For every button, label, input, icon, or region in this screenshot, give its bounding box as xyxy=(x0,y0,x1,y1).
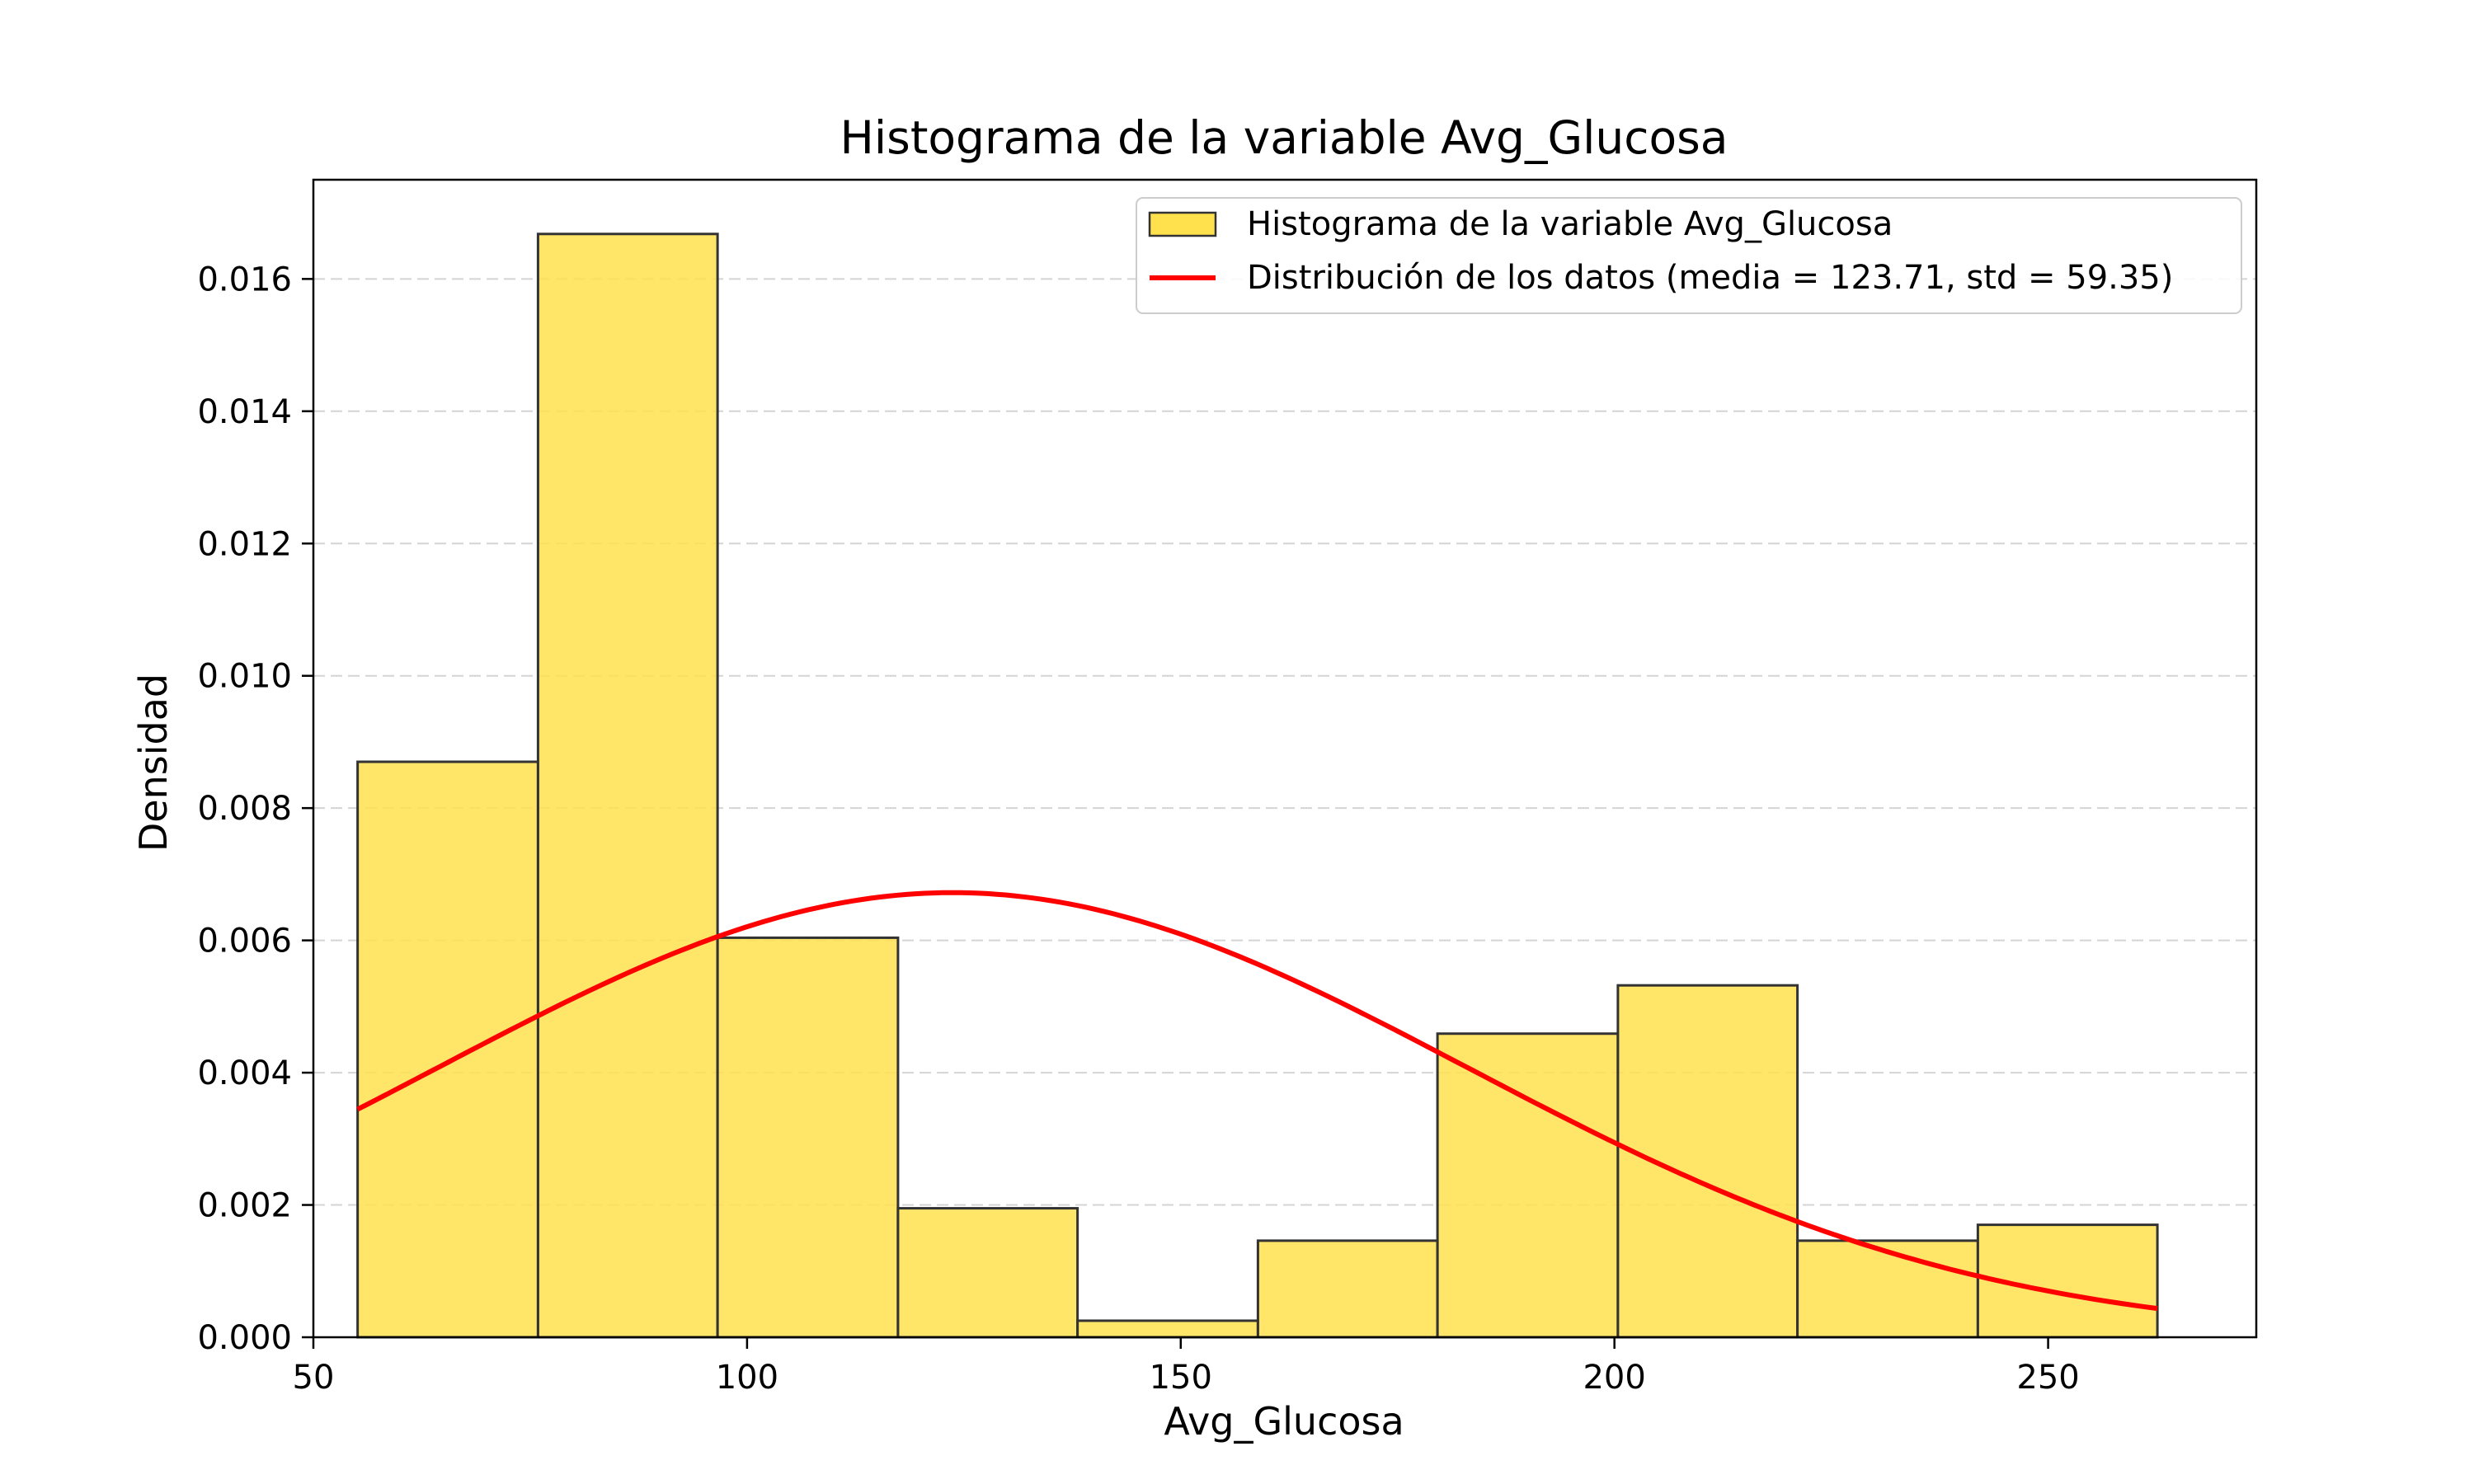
histogram-bar xyxy=(1796,1239,1979,1339)
plot-area-frame xyxy=(312,178,2258,1339)
legend-histogram-swatch xyxy=(1148,211,1217,237)
x-tick-label: 150 xyxy=(1150,1359,1212,1397)
y-tick-label: 0.000 xyxy=(197,1319,292,1357)
y-tick-label: 0.016 xyxy=(197,261,292,298)
legend-curve-label: Distribución de los datos (media = 123.7… xyxy=(1247,259,2173,297)
y-tick-label: 0.006 xyxy=(197,923,292,960)
x-tick-label: 200 xyxy=(1583,1359,1645,1397)
histogram-bar xyxy=(1436,1032,1620,1339)
y-tick-label: 0.008 xyxy=(197,790,292,828)
x-tick-label: 50 xyxy=(293,1359,335,1397)
y-tick-label: 0.012 xyxy=(197,525,292,563)
x-axis-label: Avg_Glucosa xyxy=(1164,1399,1404,1444)
legend-histogram-label: Histograma de la variable Avg_Glucosa xyxy=(1247,205,1893,243)
x-axis-ticks: 50 100 150 200 250 xyxy=(293,1337,2080,1397)
histogram-bar xyxy=(1256,1239,1439,1339)
histogram-bar xyxy=(536,232,719,1339)
histogram-bar xyxy=(1616,984,1799,1339)
y-tick-label: 0.010 xyxy=(197,658,292,696)
y-tick-label: 0.004 xyxy=(197,1054,292,1092)
histogram-bars xyxy=(356,232,2159,1339)
histogram-bar xyxy=(716,936,900,1339)
histogram-bar xyxy=(1076,1319,1259,1339)
legend-frame xyxy=(1136,197,2242,314)
x-tick-label: 100 xyxy=(716,1359,778,1397)
normal-curve xyxy=(356,890,2158,1312)
x-tick-label: 250 xyxy=(2016,1359,2079,1397)
y-tick-label: 0.002 xyxy=(197,1187,292,1225)
histogram-bar xyxy=(356,760,539,1339)
y-tick-label: 0.014 xyxy=(197,393,292,431)
histogram-bar xyxy=(896,1207,1079,1339)
chart-legend: Histograma de la variable Avg_Glucosa Di… xyxy=(1136,197,2242,314)
chart-title: Histograma de la variable Avg_Glucosa xyxy=(840,111,1729,164)
y-axis-ticks: 0.000 0.002 0.004 0.006 0.008 0.010 0.012 0.014… xyxy=(197,261,313,1357)
density-curve-line xyxy=(356,890,2158,1312)
y-axis-label: Densidad xyxy=(131,674,176,852)
